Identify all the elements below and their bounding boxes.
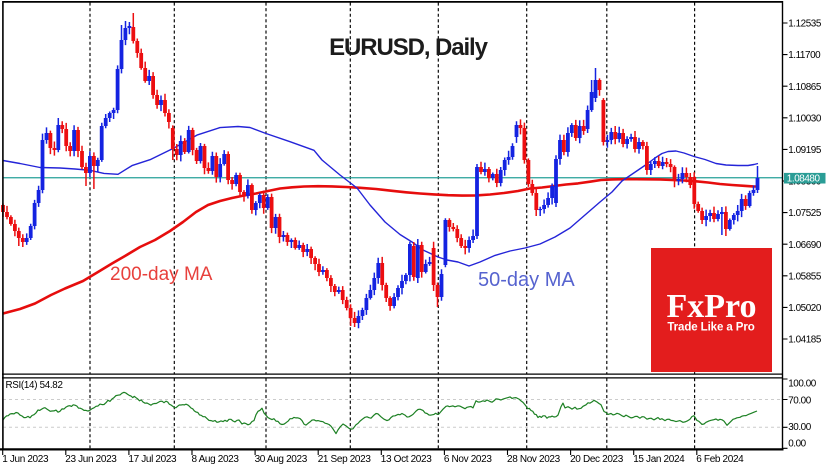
svg-text:21 Sep 2023: 21 Sep 2023	[318, 454, 372, 465]
svg-text:1.10865: 1.10865	[788, 82, 822, 93]
svg-text:Trade Like a Pro: Trade Like a Pro	[667, 322, 754, 334]
svg-text:1.07525: 1.07525	[788, 208, 822, 219]
svg-text:1.06690: 1.06690	[788, 240, 822, 251]
svg-text:30.00: 30.00	[788, 422, 812, 433]
svg-text:RSI(14) 54.82: RSI(14) 54.82	[6, 380, 63, 391]
svg-text:1.05020: 1.05020	[788, 303, 822, 314]
svg-text:1.08480: 1.08480	[787, 173, 821, 184]
svg-text:1 Jun 2023: 1 Jun 2023	[2, 454, 49, 465]
svg-text:8 Aug 2023: 8 Aug 2023	[192, 454, 240, 465]
svg-text:FxPro: FxPro	[666, 288, 756, 325]
svg-text:6 Nov 2023: 6 Nov 2023	[444, 454, 492, 465]
svg-text:1.10030: 1.10030	[788, 113, 822, 124]
svg-text:20 Dec 2023: 20 Dec 2023	[570, 454, 624, 465]
svg-text:6 Feb 2024: 6 Feb 2024	[696, 454, 744, 465]
svg-text:0.00: 0.00	[788, 439, 806, 450]
svg-text:15 Jan 2024: 15 Jan 2024	[633, 454, 685, 465]
svg-text:200-day MA: 200-day MA	[110, 264, 213, 285]
svg-text:28 Nov 2023: 28 Nov 2023	[507, 454, 561, 465]
svg-text:100.00: 100.00	[788, 378, 817, 389]
svg-text:70.00: 70.00	[788, 396, 812, 407]
svg-text:1.04185: 1.04185	[788, 335, 822, 346]
svg-text:1.12535: 1.12535	[788, 19, 822, 30]
svg-text:50-day MA: 50-day MA	[478, 269, 575, 291]
svg-text:1.11700: 1.11700	[788, 50, 821, 61]
svg-text:EURUSD, Daily: EURUSD, Daily	[329, 34, 488, 61]
svg-text:23 Jun 2023: 23 Jun 2023	[65, 454, 117, 465]
svg-text:1.09195: 1.09195	[788, 145, 822, 156]
svg-text:17 Jul 2023: 17 Jul 2023	[128, 454, 177, 465]
svg-text:30 Aug 2023: 30 Aug 2023	[255, 454, 308, 465]
svg-text:13 Oct 2023: 13 Oct 2023	[381, 454, 432, 465]
svg-text:1.05855: 1.05855	[788, 271, 822, 282]
